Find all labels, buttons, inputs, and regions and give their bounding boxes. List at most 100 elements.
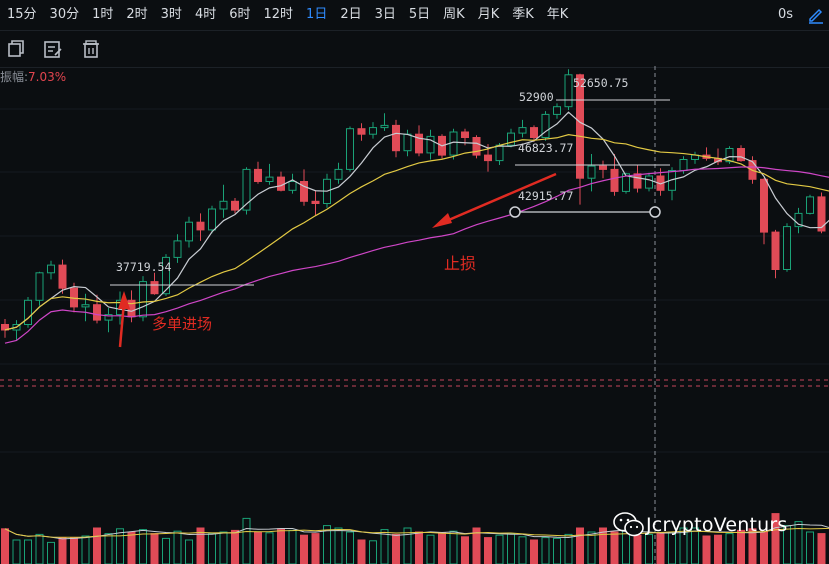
candle-body [173,240,182,258]
candle-body [484,154,492,162]
volume-bar [208,533,216,564]
volume-bar [461,536,469,564]
volume-bar [231,529,239,564]
volume-bar [610,531,619,564]
tab-timeframe-8[interactable]: 1日 [306,7,328,22]
candle-body [93,304,101,321]
tab-timeframe-0[interactable]: 15分 [7,7,37,22]
volume-bar [173,530,182,564]
copy-icon[interactable] [6,39,26,59]
ma-pink-line [4,166,829,344]
tab-timeframe-11[interactable]: 5日 [408,7,431,22]
volume-bar [116,528,124,564]
annotation-handle [509,206,521,218]
drawing-toolbar [0,30,829,68]
pencil-icon[interactable] [807,6,825,24]
candle-body [392,124,400,152]
volume-bar [70,537,78,564]
volume-bar [794,521,803,564]
volume-bar [587,531,596,564]
arrow-head [432,213,452,228]
tab-timeframe-12[interactable]: 周K [443,7,465,22]
tab-timeframe-6[interactable]: 6时 [229,7,251,22]
volume-bar [58,537,67,564]
volume-bar [300,534,308,564]
tab-timeframe-4[interactable]: 3时 [160,7,182,22]
label-price-52900: 52900 [519,90,554,104]
volume-bar [518,536,527,564]
volume-bar [277,528,285,564]
countdown-label: 0s [777,7,793,22]
candle-body [771,231,780,271]
tab-timeframe-2[interactable]: 1时 [92,7,114,22]
candle-body [806,196,814,214]
tab-timeframe-9[interactable]: 2日 [340,7,362,22]
candle-body [277,176,285,191]
volume-bar [415,531,423,564]
tab-timeframe-15[interactable]: 年K [546,7,569,22]
label-stop-loss: 止损 [444,254,476,273]
candle-body [403,133,412,152]
trash-icon[interactable] [81,39,101,59]
volume-bar [806,531,814,564]
volume-bar [679,527,688,564]
candle-body [288,181,297,191]
tab-timeframe-1[interactable]: 30分 [49,7,80,22]
candle-body [564,74,573,108]
volume-bar [162,537,170,564]
candle-body [150,281,159,295]
tab-timeframe-14[interactable]: 季K [512,7,534,22]
candle-body [472,137,481,156]
volume-bar [196,527,205,564]
volume-bar [438,532,446,564]
candle-body [196,221,205,231]
volume-ma-yellow [4,527,829,538]
candle-body [633,173,642,189]
tab-timeframe-13[interactable]: 月K [477,7,500,22]
candlestick-chart[interactable]: 52650.75 52900 46823.77 42915.77 37719.54 止损多… [0,66,829,564]
tab-timeframe-5[interactable]: 4时 [194,7,217,22]
candle-body [380,124,389,129]
candle-body [162,256,170,295]
volume-bar [530,539,538,564]
volume-bar [725,533,734,564]
candle-body [725,148,734,163]
volume-bar [714,534,722,564]
volume-bar [369,540,377,564]
edit-icon[interactable] [43,39,63,59]
amplitude-value: 7.03% [28,70,67,84]
arrow-head [118,291,130,309]
tab-timeframe-7[interactable]: 12时 [263,7,294,22]
candle-body [219,200,228,210]
volume-bar [323,525,331,564]
amplitude-label: 振幅: [0,70,29,84]
volume-bar [254,531,262,564]
volume-bar [553,537,561,564]
candle-body [495,144,504,162]
candle-body [530,127,538,138]
candle-body [610,168,619,192]
volume-bar [265,532,274,564]
annotation-handle [649,206,661,218]
timeframe-bar: 15分 30分 1时 2时 3时 4时 6时 12时 1日 2日 3日 5日 周K 月K 季K 年K [0,0,829,30]
candle-body [507,132,515,146]
volume-bar [81,535,90,564]
candle-body [334,168,343,180]
tab-timeframe-3[interactable]: 2时 [126,7,148,22]
candle-body [518,127,527,134]
volume-bar [24,539,32,564]
tab-timeframe-10[interactable]: 3日 [374,7,396,22]
arrow-stop-loss [443,172,557,224]
candle-body [346,128,354,170]
volume-bar [426,534,435,564]
arrow-entry [118,301,126,348]
volume-bar [150,533,159,564]
volume-bar [472,527,481,564]
candle-body [622,173,630,192]
wechat-icon [613,512,644,537]
candle-body [58,264,67,289]
candle-body [311,200,320,205]
candle-body [415,133,423,154]
volume-bar [1,528,9,564]
candle-body [35,272,44,301]
